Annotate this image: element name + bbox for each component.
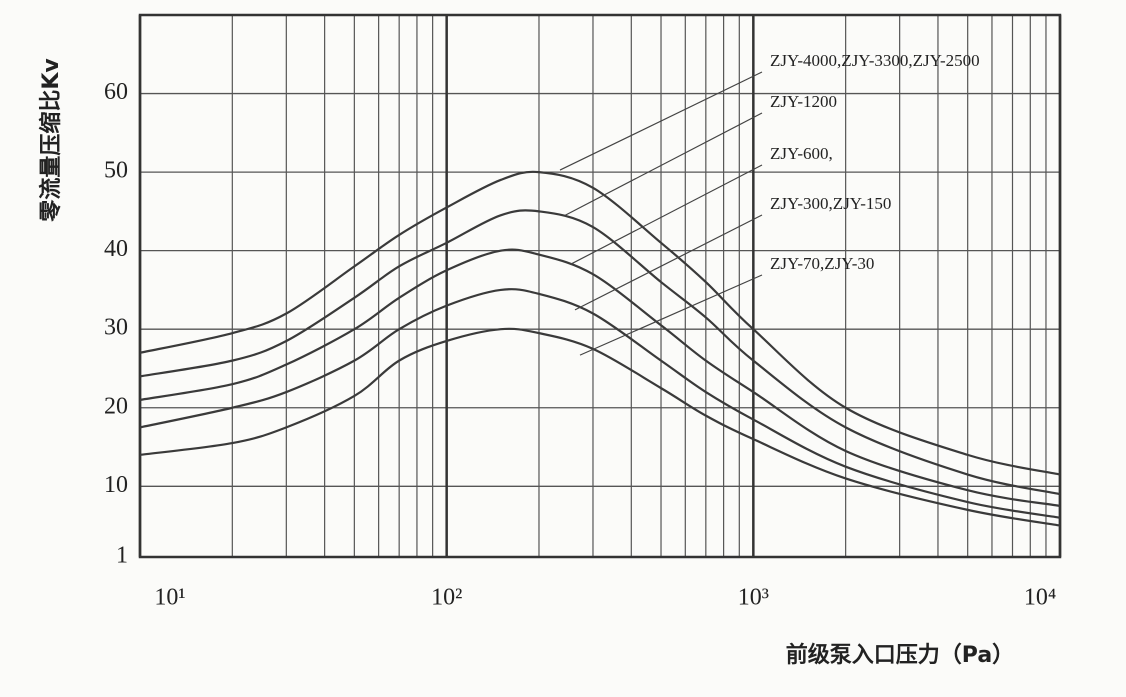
y-tick-label: 20 <box>104 393 128 419</box>
plot-frame <box>138 13 1062 559</box>
series-label: ZJY-300,ZJY-150 <box>770 194 891 213</box>
leader-line <box>574 214 763 311</box>
y-tick-label: 1 <box>116 543 128 569</box>
series-label: ZJY-1200 <box>770 92 837 111</box>
y-tick-label: 40 <box>104 236 128 262</box>
series-label: ZJY-70,ZJY-30 <box>770 254 874 273</box>
leader-line <box>564 112 763 216</box>
line-series <box>139 248 1061 508</box>
leader-line <box>559 71 763 171</box>
x-tick-label: 10¹ <box>154 585 185 611</box>
series-label: ZJY-4000,ZJY-3300,ZJY-2500 <box>770 51 980 70</box>
x-tick-label: 10⁴ <box>1024 585 1056 611</box>
x-tick-label: 10³ <box>738 585 769 611</box>
y-tick-label: 60 <box>104 79 128 105</box>
x-axis-label: 前级泵入口压力（Pa） <box>786 642 1014 668</box>
series-label: ZJY-600, <box>770 144 833 163</box>
x-tick-label: 10² <box>431 585 462 611</box>
line-series <box>139 288 1061 519</box>
y-axis-label: 零流量压缩比Kv <box>38 58 64 223</box>
y-tick-label: 10 <box>104 472 128 498</box>
line-series <box>139 170 1061 476</box>
line-series <box>139 327 1061 527</box>
y-tick-label: 50 <box>104 158 128 184</box>
leader-line <box>579 274 763 356</box>
line-series <box>139 209 1061 496</box>
leader-line <box>569 164 763 266</box>
y-tick-label: 30 <box>104 315 128 341</box>
